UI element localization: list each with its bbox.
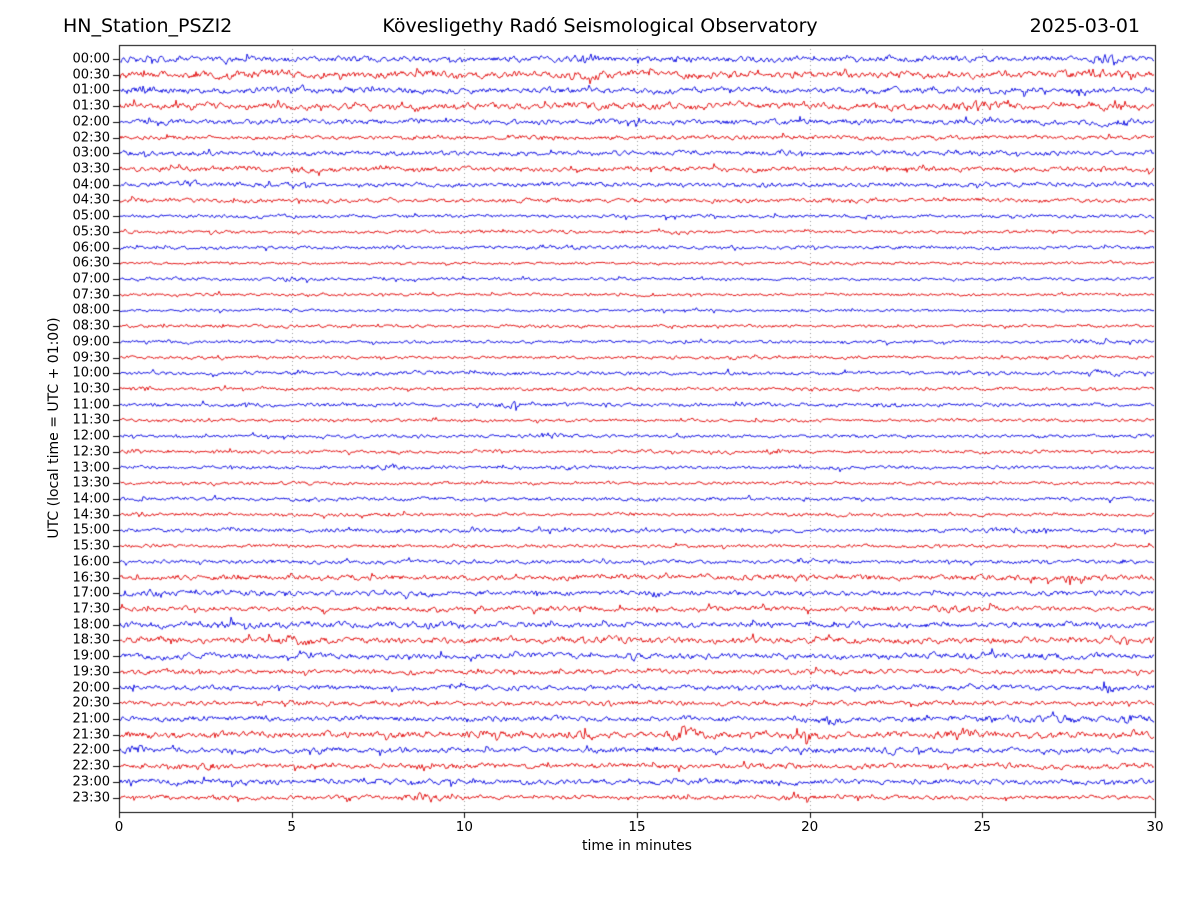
y-tick-label: 16:00	[72, 554, 110, 570]
y-tick-label: 11:00	[72, 397, 110, 413]
y-tick-label: 20:00	[72, 680, 110, 695]
y-tick-label: 09:00	[72, 334, 110, 350]
x-tick-label: 20	[801, 819, 819, 835]
y-tick-label: 21:30	[72, 727, 110, 743]
y-tick-label: 10:00	[72, 365, 110, 381]
x-tick-label: 10	[455, 819, 473, 835]
y-tick-label: 07:00	[72, 271, 110, 287]
y-tick-label: 06:00	[72, 240, 110, 256]
y-tick-label: 09:30	[72, 350, 110, 366]
y-tick-label: 19:00	[72, 648, 110, 664]
y-tick-label: 01:30	[72, 98, 110, 114]
y-tick-label: 04:30	[72, 192, 110, 208]
x-axis-label: time in minutes	[582, 838, 692, 854]
y-tick-label: 03:00	[72, 145, 110, 161]
x-tick-label: 0	[114, 819, 124, 835]
y-tick-label: 21:00	[72, 711, 110, 727]
y-tick-label: 14:00	[72, 491, 110, 507]
y-tick-label: 13:00	[72, 460, 110, 476]
y-tick-label: 03:30	[72, 161, 110, 177]
y-tick-label: 02:00	[72, 114, 110, 130]
y-tick-label: 23:00	[72, 774, 110, 790]
y-tick-label: 01:00	[72, 82, 110, 98]
y-tick-label: 16:30	[72, 570, 110, 586]
x-tick-label: 5	[287, 819, 296, 835]
y-tick-label: 20:30	[72, 695, 110, 711]
y-tick-label: 15:00	[72, 522, 110, 538]
y-tick-label: 13:30	[72, 475, 110, 491]
y-tick-label: 18:00	[72, 617, 110, 633]
y-tick-label: 12:30	[72, 444, 110, 460]
y-tick-label: 02:30	[72, 130, 110, 146]
y-tick-label: 17:30	[72, 601, 110, 617]
y-tick-label: 08:30	[72, 318, 110, 334]
y-tick-label: 05:30	[72, 224, 110, 240]
y-tick-label: 22:00	[72, 742, 110, 758]
x-tick-label: 25	[973, 819, 991, 835]
y-tick-label: 00:30	[72, 67, 110, 83]
x-tick-label: 30	[1146, 819, 1164, 835]
y-tick-label: 11:30	[72, 412, 110, 428]
y-tick-label: 14:30	[72, 507, 110, 523]
y-tick-label: 23:30	[72, 790, 110, 805]
x-tick-label: 15	[628, 819, 646, 835]
y-tick-label: 12:00	[72, 428, 110, 444]
y-tick-label: 17:00	[72, 585, 110, 601]
y-tick-label: 07:30	[72, 287, 110, 303]
y-tick-label: 22:30	[72, 758, 110, 774]
y-tick-label: 19:30	[72, 664, 110, 680]
y-tick-label: 00:00	[72, 51, 110, 67]
y-tick-label: 18:30	[72, 632, 110, 648]
y-tick-label: 04:00	[72, 177, 110, 193]
y-tick-label: 05:00	[72, 208, 110, 224]
y-tick-label: 15:30	[72, 538, 110, 554]
y-tick-label: 06:30	[72, 255, 110, 271]
y-tick-label: 08:00	[72, 302, 110, 318]
y-tick-label: 10:30	[72, 381, 110, 397]
